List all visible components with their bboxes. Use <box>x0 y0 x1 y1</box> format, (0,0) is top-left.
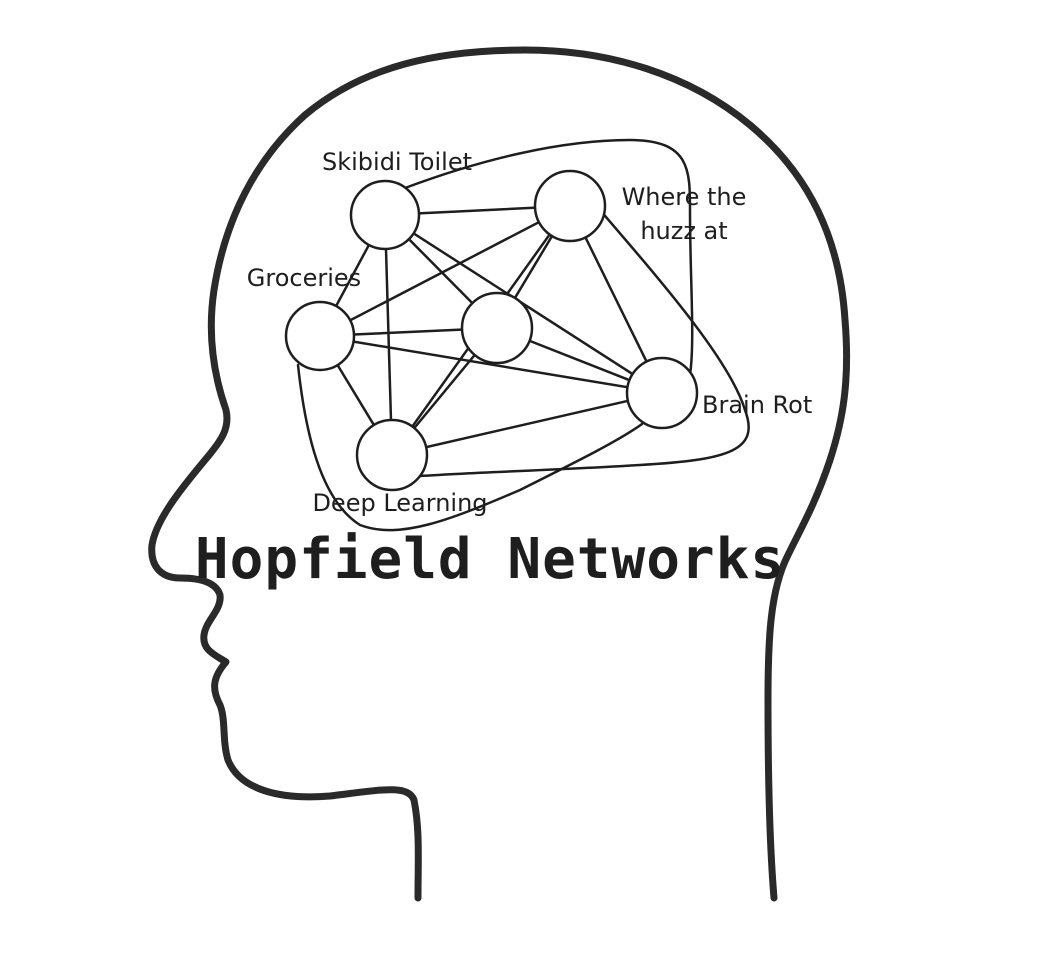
node-label-skibidi: Skibidi Toilet <box>322 148 472 176</box>
node-label-line: Where the <box>622 183 747 211</box>
node-label-deeplearning: Deep Learning <box>312 489 487 517</box>
node-center <box>460 291 534 365</box>
nodes-layer <box>284 169 699 492</box>
node-deeplearning <box>355 418 429 492</box>
loop-outline-upper <box>403 138 694 377</box>
node-label-line: Skibidi Toilet <box>322 148 472 176</box>
edge-groceries-brainrot <box>318 334 664 395</box>
node-label-line: Deep Learning <box>312 489 487 517</box>
node-label-groceries: Groceries <box>247 264 361 292</box>
node-huzz <box>533 169 607 243</box>
node-groceries <box>284 300 356 372</box>
node-label-brainrot: Brain Rot <box>702 391 812 419</box>
edge-skibidi-deeplearning <box>383 213 394 457</box>
node-label-line: huzz at <box>640 217 727 245</box>
node-brainrot <box>625 356 699 430</box>
head-outline <box>148 46 851 902</box>
edge-brainrot-deeplearning <box>390 391 664 457</box>
loop-outline-lower <box>296 363 644 532</box>
labels-layer: Skibidi Toilet Where the huzz at Groceries B… <box>247 148 812 517</box>
node-label-huzz: Where the huzz at <box>622 183 747 245</box>
edge-huzz-groceries <box>318 204 572 338</box>
loop-outline-right <box>418 208 750 478</box>
diagram-title: Hopfield Networks <box>195 527 785 592</box>
node-skibidi <box>349 179 421 251</box>
node-label-line: Groceries <box>247 264 361 292</box>
node-label-line: Brain Rot <box>702 391 812 419</box>
